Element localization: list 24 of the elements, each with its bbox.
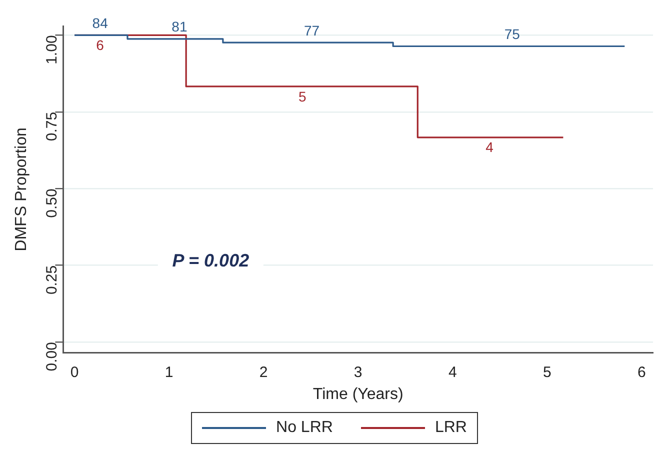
annotation: 77 (304, 22, 320, 38)
annotation: 6 (96, 37, 104, 54)
x-tick-label: 4 (448, 364, 457, 381)
y-tick-label: 0.50 (43, 188, 60, 218)
x-axis-title: Time (Years) (312, 386, 404, 403)
x-tick-label: 3 (354, 364, 362, 381)
x-tick-label: 5 (542, 364, 552, 381)
annotation: 5 (298, 88, 306, 104)
x-tick-label: 6 (637, 364, 646, 381)
x-tick-label: 2 (259, 364, 268, 381)
annotation: 75 (504, 26, 520, 42)
y-tick-label: 0.75 (43, 112, 60, 142)
y-tick-label: 0.00 (43, 342, 60, 372)
annotation: 84 (92, 15, 108, 32)
y-axis-title: DMFS Proportion (13, 128, 30, 252)
annotation: 81 (172, 18, 188, 35)
y-tick-label: 0.25 (43, 265, 60, 295)
x-tick-label: 1 (164, 364, 174, 381)
annotation: 4 (486, 139, 494, 156)
y-tick-label: 1.00 (43, 35, 60, 64)
legend-label: LRR (434, 419, 467, 437)
annotation: P = 0.002 (172, 250, 250, 270)
x-tick-label: 0 (70, 364, 79, 381)
legend-label: No LRR (276, 419, 333, 437)
